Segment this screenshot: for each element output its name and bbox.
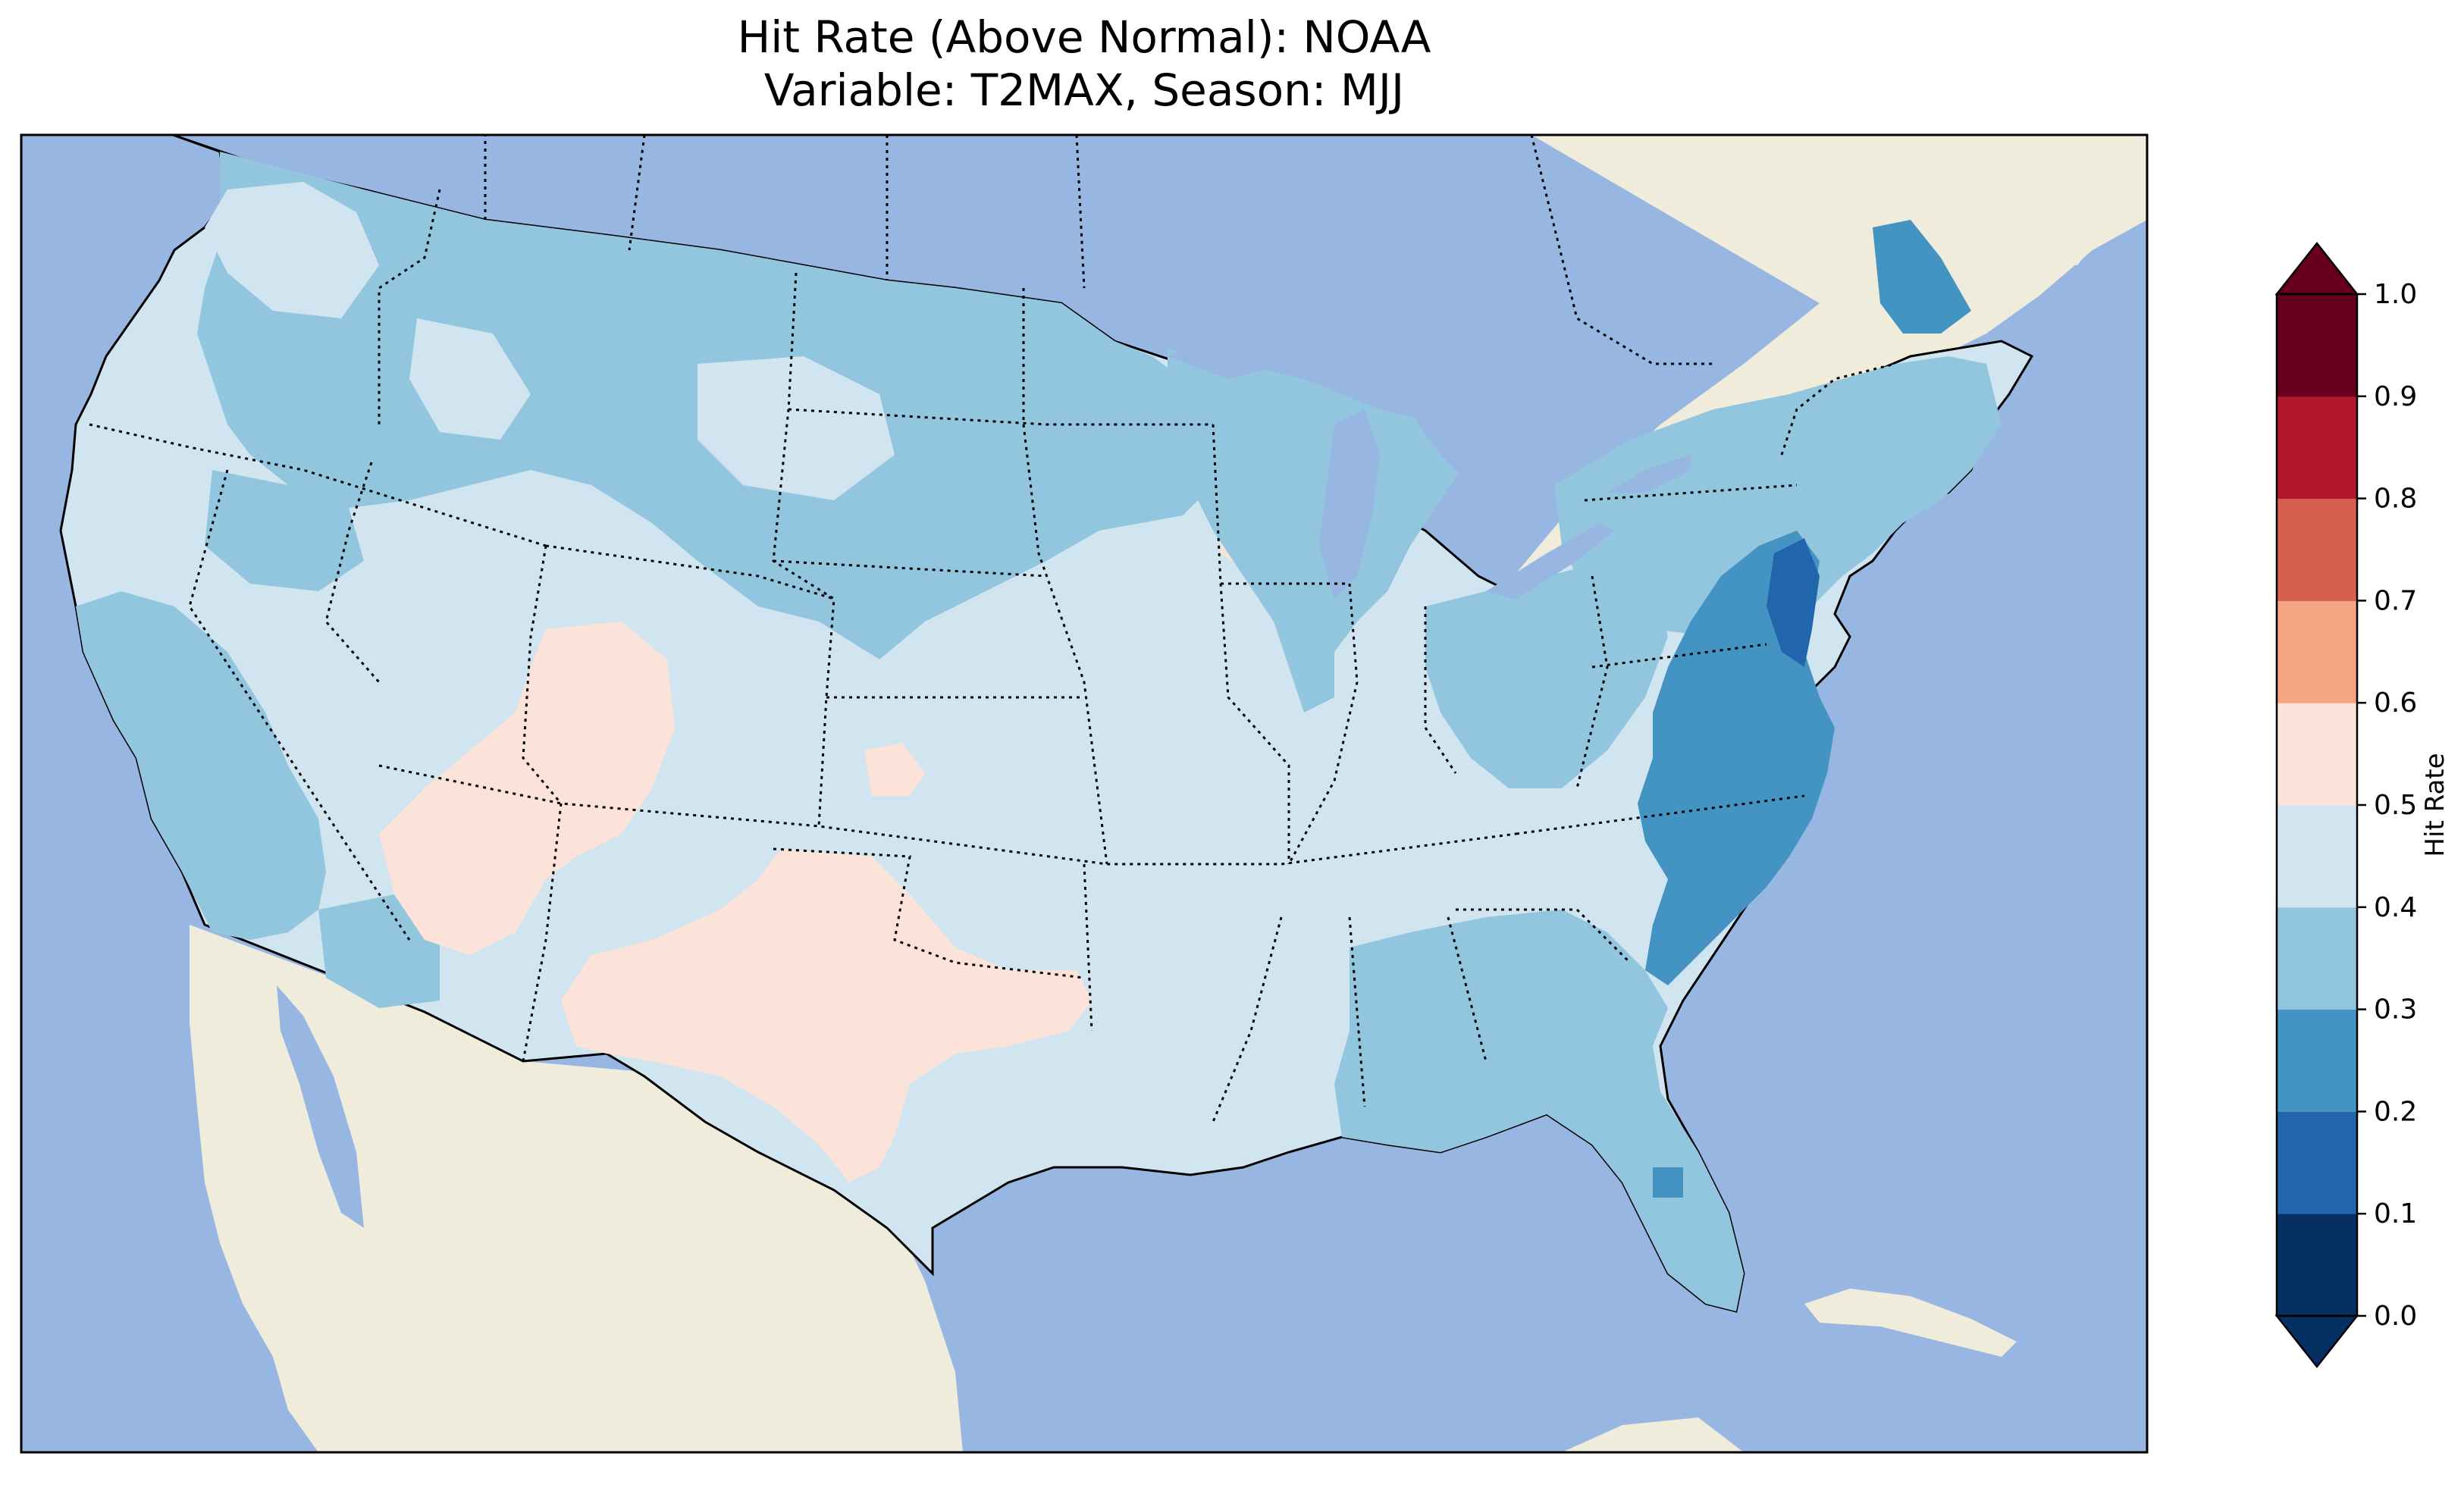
- gulf-of-california: [277, 985, 364, 1228]
- colorbar-tick-label: 0.0: [2374, 1301, 2417, 1332]
- colorbar-segment: [2277, 600, 2357, 703]
- lake-superior: [1168, 280, 1410, 379]
- lake-erie: [1486, 523, 1615, 599]
- colorbar-segment: [2277, 396, 2357, 500]
- region-northeast: [1554, 356, 2002, 637]
- title-line-2: Variable: T2MAX, Season: MJJ: [763, 64, 1405, 116]
- region-great-lakes: [1168, 349, 1471, 713]
- colorbar-segment: [2277, 907, 2357, 1010]
- province-borders: [484, 135, 1713, 365]
- region-southeast: [1334, 910, 1744, 1311]
- region-ohio-valley: [1425, 561, 1668, 788]
- colorbar-ticks: 0.0 0.1 0.2 0.3 0.4 0.5 0.6 0.7 0.8 0.9 1.0: [2357, 279, 2417, 1332]
- region-nw-pocket-1: [205, 182, 379, 318]
- colorbar-over-arrow: [2274, 241, 2359, 296]
- region-california: [76, 591, 326, 940]
- colorbar-tick-label: 0.3: [2374, 994, 2417, 1026]
- colorbar-tick-label: 0.8: [2374, 484, 2417, 515]
- lake-winnipeg-area: [940, 144, 970, 227]
- colorbar-tick-label: 0.6: [2374, 687, 2417, 719]
- state-borders: [89, 189, 1896, 1123]
- colorbar-segments: [2277, 294, 2357, 1317]
- colorbar-title: Hit Rate: [2420, 753, 2450, 857]
- colorbar-tick-label: 0.4: [2374, 892, 2417, 923]
- yucatan-land: [1562, 1417, 1744, 1452]
- colorbar-under-arrow: [2274, 1314, 2359, 1369]
- colorbar-tick-label: 0.5: [2374, 790, 2417, 821]
- cuba-land: [1804, 1289, 2017, 1357]
- colorbar-segment: [2277, 1214, 2357, 1317]
- lake-michigan: [1319, 409, 1380, 599]
- region-nw-pocket-3: [409, 318, 531, 440]
- title-line-1: Hit Rate (Above Normal): NOAA: [737, 11, 1431, 63]
- lake-huron: [1410, 387, 1531, 515]
- colorbar: 0.0 0.1 0.2 0.3 0.4 0.5 0.6 0.7 0.8 0.9 1.0 Hit Ra…: [2274, 241, 2450, 1369]
- region-florida-spot: [1653, 1167, 1683, 1198]
- figure-title: Hit Rate (Above Normal): NOAA Variable: …: [21, 11, 2147, 117]
- newfoundland-land: [2039, 205, 2108, 265]
- region-four-corners: [379, 622, 675, 955]
- colorbar-segment: [2277, 498, 2357, 601]
- colorbar-segment: [2277, 703, 2357, 806]
- region-new-jersey: [1766, 538, 1820, 667]
- map-axes: [21, 135, 2147, 1452]
- map-frame: [20, 133, 2149, 1454]
- colorbar-segment: [2277, 1111, 2357, 1214]
- colorbar-tick-label: 1.0: [2374, 279, 2417, 310]
- colorbar-tick-label: 0.7: [2374, 585, 2417, 616]
- mexico-land: [190, 925, 963, 1452]
- region-arizona: [318, 894, 440, 1008]
- region-nw-pocket-2: [698, 356, 895, 500]
- colorbar-tick-label: 0.9: [2374, 381, 2417, 412]
- region-kansas-spot: [864, 743, 925, 796]
- colorbar-segment: [2277, 1009, 2357, 1112]
- colorbar-tick-label: 0.1: [2374, 1198, 2417, 1229]
- region-oregon-band: [205, 470, 364, 591]
- colorbar-tick-label: 0.2: [2374, 1096, 2417, 1127]
- colorbar-segment: [2277, 805, 2357, 908]
- region-texas: [561, 849, 1092, 1182]
- region-maine: [1873, 220, 1971, 334]
- colorbar-segment: [2277, 294, 2357, 397]
- lake-ontario: [1607, 455, 1691, 493]
